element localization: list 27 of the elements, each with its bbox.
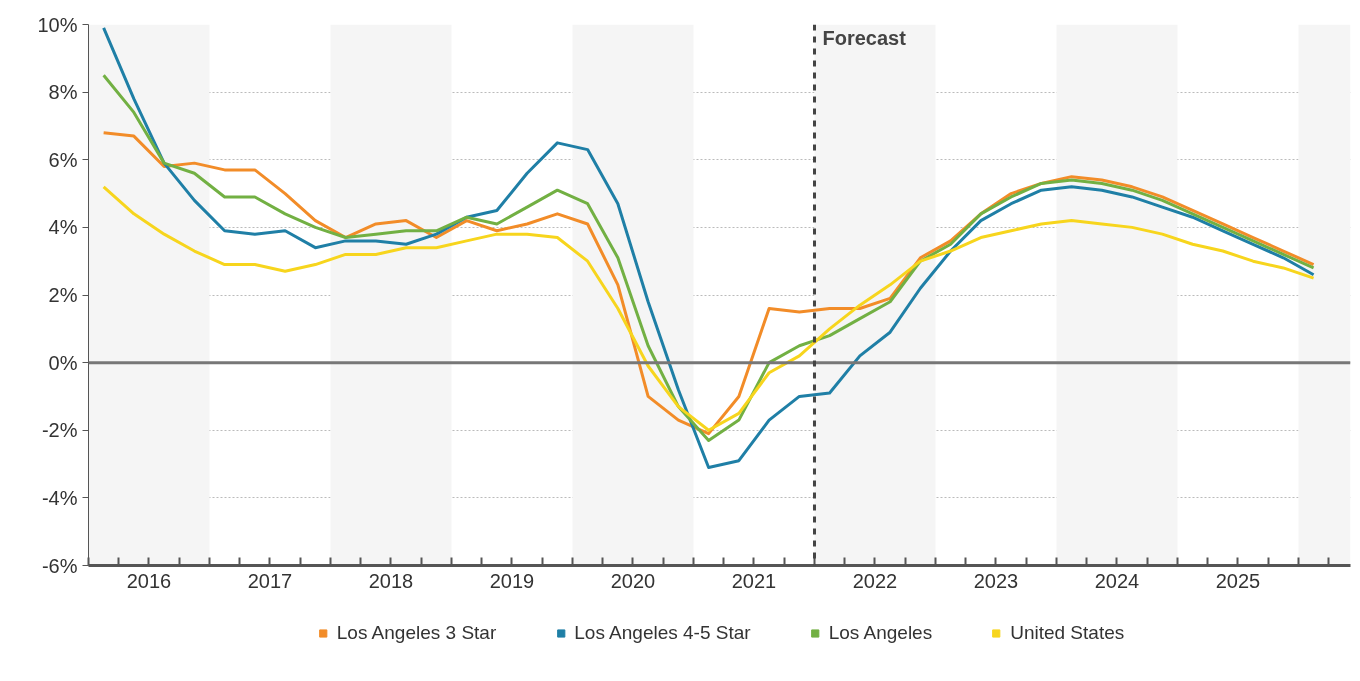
line-series (102, 73, 1316, 442)
line-series (102, 185, 1316, 432)
x-tick-label: 2025 (1215, 569, 1261, 592)
x-tick-label: 2017 (247, 569, 293, 592)
legend-label: Los Angeles 4-5 Star (574, 622, 751, 644)
x-tick-label: 2023 (973, 569, 1019, 592)
legend-label: United States (1010, 622, 1125, 644)
line-series (102, 26, 1316, 469)
x-tick-label: 2016 (126, 569, 172, 592)
x-tick-label: 2019 (489, 569, 535, 592)
y-tick-label: -6% (41, 554, 78, 577)
x-tick-label: 2024 (1094, 569, 1140, 592)
y-tick-label: 10% (37, 13, 78, 36)
x-tick-label: 2022 (852, 569, 898, 592)
y-tick-label: 4% (48, 216, 78, 239)
ref-line-label: Forecast (822, 26, 907, 49)
x-tick-label: 2020 (610, 569, 656, 592)
y-tick-label: 6% (48, 148, 78, 171)
y-tick-label: -4% (41, 486, 78, 509)
x-tick-label: 2021 (731, 569, 777, 592)
x-tick-label: 2018 (368, 569, 414, 592)
y-tick-label: 2% (48, 284, 78, 306)
legend-label: Los Angeles 3 Star (336, 622, 497, 644)
y-tick-label: 8% (48, 81, 78, 104)
legend-label: Los Angeles (828, 622, 933, 644)
y-tick-label: -2% (41, 419, 78, 442)
y-tick-label: 0% (48, 351, 78, 374)
